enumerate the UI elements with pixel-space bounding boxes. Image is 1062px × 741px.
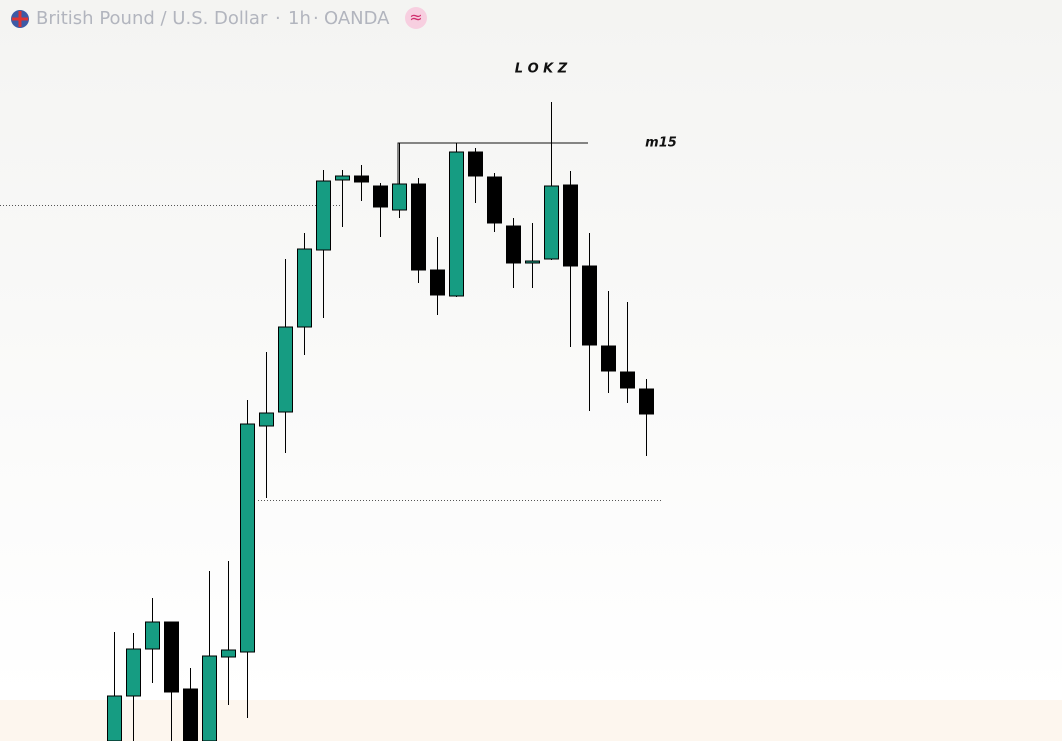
timeframe-label: m15 [645,136,677,151]
candle-body [392,183,407,211]
flag-cross [12,11,28,27]
candle-body [145,621,160,650]
candle-body [240,423,255,653]
background [0,0,1062,700]
candle-body [183,688,198,741]
candle-body [468,151,483,177]
candle-body [487,176,502,224]
candle-body [601,345,616,372]
source: OANDA [324,8,390,29]
separator: · [275,8,281,29]
candle-body [620,371,635,389]
separator: · [313,8,319,29]
candle-body [544,185,559,260]
candle-body [449,151,464,297]
candle-body [335,175,350,181]
plot [0,102,662,741]
badge-bg [405,7,427,29]
candle-body [278,326,293,413]
candle-body [316,180,331,251]
interval: 1h [288,8,311,29]
candle-body [506,225,521,264]
candle-body [525,260,540,264]
candle-body [221,649,236,658]
candle-body [202,655,217,741]
symbol: British Pound / U.S. Dollar [36,8,268,29]
candle-body [563,184,578,267]
candle-body [354,175,369,183]
candle-body [639,388,654,415]
candle-body [430,269,445,296]
candle-body [411,183,426,271]
candle-body [297,248,312,328]
candle-body [582,265,597,346]
candle-body [107,695,122,741]
session-label: L O K Z [515,62,568,77]
candle-body [164,621,179,693]
candle-body [373,185,388,208]
badge: ≈ [409,8,422,27]
candle-body [259,412,274,427]
range-bracket [397,142,588,184]
session-band [0,700,1062,741]
candle-body [126,648,141,697]
